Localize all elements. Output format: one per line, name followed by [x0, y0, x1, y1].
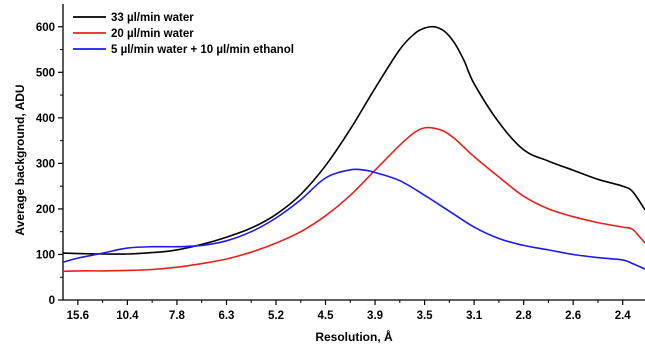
x-tick-label: 2.6	[565, 310, 581, 322]
x-tick-label: 3.9	[367, 310, 383, 322]
x-tick-label: 7.8	[169, 310, 186, 322]
y-tick-label: 0	[49, 295, 55, 307]
legend-label-1: 33 µl/min water	[111, 12, 194, 24]
x-tick-label: 6.3	[218, 310, 234, 322]
y-tick-label: 500	[36, 67, 55, 79]
legend: 33 µl/min water 20 µl/min water 5 µl/min w…	[73, 12, 294, 56]
x-axis-title: Resolution, Å	[315, 329, 393, 344]
legend-label-2: 20 µl/min water	[111, 28, 194, 40]
y-tick-label: 100	[36, 249, 55, 261]
x-tick-label: 2.4	[615, 310, 632, 322]
x-tick-label: 3.1	[466, 310, 483, 322]
y-tick-label: 200	[36, 204, 55, 216]
x-tick-label: 4.5	[318, 310, 335, 322]
x-tick-label: 15.6	[67, 310, 89, 322]
series-layer	[62, 25, 645, 273]
x-tick-label: 10.4	[116, 310, 139, 322]
y-axis: 0 100 200 300 400 500 600	[36, 22, 63, 307]
series-line-3	[62, 168, 645, 270]
x-axis: 15.6 10.4 7.8 6.3 5.2 4.5 3.9 3.5 3.1 2.8 2.6 2.4	[67, 300, 632, 322]
legend-label-3: 5 µl/min water + 10 µl/min ethanol	[111, 44, 294, 56]
y-tick-label: 400	[36, 113, 55, 125]
series-line-1	[62, 25, 645, 255]
y-tick-label: 600	[36, 22, 55, 34]
x-tick-label: 5.2	[268, 310, 284, 322]
y-tick-label: 300	[36, 158, 55, 170]
y-axis-title: Average background, ADU	[13, 84, 27, 235]
x-tick-label: 2.8	[516, 310, 533, 322]
x-tick-label: 3.5	[417, 310, 434, 322]
series-line-2	[62, 126, 645, 273]
